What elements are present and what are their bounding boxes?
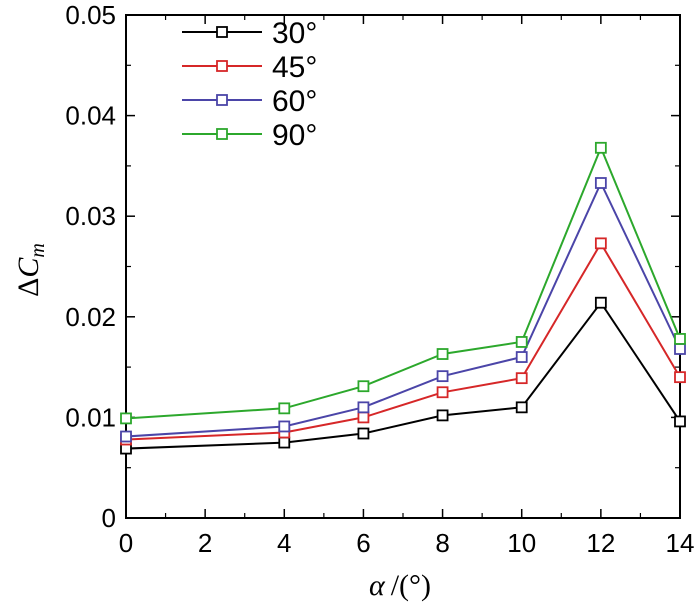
series-line — [125, 241, 681, 441]
x-tick-label: 14 — [666, 528, 695, 558]
data-point — [357, 380, 370, 393]
y-tick-label: 0.01 — [65, 402, 116, 432]
data-point — [594, 141, 607, 154]
legend-marker — [216, 26, 228, 38]
series-line — [125, 300, 681, 450]
x-tick-label: 0 — [119, 528, 133, 558]
legend-label: 60° — [272, 85, 317, 118]
data-point — [674, 343, 686, 355]
series-2 — [120, 177, 686, 443]
x-tick-label: 4 — [277, 528, 291, 558]
data-point — [674, 371, 686, 384]
legend-item: 45° — [182, 51, 317, 84]
x-tick-label: 8 — [435, 528, 449, 558]
data-point — [515, 372, 528, 385]
data-point — [357, 427, 370, 440]
x-tick-label: 12 — [586, 528, 615, 558]
data-point — [278, 420, 291, 433]
y-tick-label: 0.04 — [65, 101, 116, 131]
x-tick-label: 10 — [507, 528, 536, 558]
series-layer — [120, 141, 686, 455]
legend: 30°45°60°90° — [182, 17, 317, 152]
y-axis-label: ΔCm — [12, 243, 49, 297]
data-point — [278, 436, 291, 449]
data-point — [594, 237, 607, 250]
axes-layer: 0 2 4 6 8 10 12 14 0 0.01 0.02 0.03 0.04 0.05 — [65, 0, 694, 558]
data-point — [436, 370, 449, 383]
y-axis-prefix: Δ — [12, 278, 45, 297]
data-point — [674, 333, 686, 345]
y-tick-label: 0.02 — [65, 302, 116, 332]
data-point — [278, 402, 291, 415]
legend-item: 30° — [182, 17, 317, 50]
plot-frame — [125, 14, 681, 519]
y-axis-main: C — [12, 257, 45, 278]
x-axis-symbol: α — [369, 569, 386, 602]
x-tick-label: 2 — [198, 528, 212, 558]
data-point — [436, 348, 449, 360]
legend-item: 90° — [182, 119, 317, 152]
y-tick-label: 0.03 — [65, 201, 116, 231]
series-0 — [120, 296, 686, 455]
data-point — [674, 415, 686, 428]
legend-label: 45° — [272, 51, 317, 84]
y-tick-label: 0.05 — [65, 0, 116, 30]
series-3 — [120, 141, 686, 425]
data-point — [594, 177, 607, 189]
data-point — [515, 401, 528, 414]
data-point — [515, 351, 528, 363]
legend-item: 60° — [182, 85, 317, 118]
data-point — [436, 386, 449, 399]
x-tick-label: 6 — [356, 528, 370, 558]
data-point — [357, 401, 370, 414]
series-1 — [120, 237, 686, 446]
legend-marker — [216, 128, 228, 140]
data-point — [594, 296, 607, 309]
x-axis-unit: /(°) — [391, 569, 431, 602]
legend-label: 30° — [272, 17, 317, 50]
data-point — [357, 411, 370, 424]
y-axis-sub: m — [27, 243, 49, 257]
y-tick-label: 0 — [102, 503, 116, 533]
series-line — [125, 180, 681, 438]
legend-marker — [216, 60, 228, 72]
legend-label: 90° — [272, 119, 317, 152]
data-point — [120, 412, 132, 425]
data-point — [515, 336, 528, 348]
data-point — [436, 409, 449, 422]
data-point — [120, 430, 132, 443]
legend-marker — [216, 94, 228, 106]
x-axis-label: α/(°) — [369, 569, 431, 602]
